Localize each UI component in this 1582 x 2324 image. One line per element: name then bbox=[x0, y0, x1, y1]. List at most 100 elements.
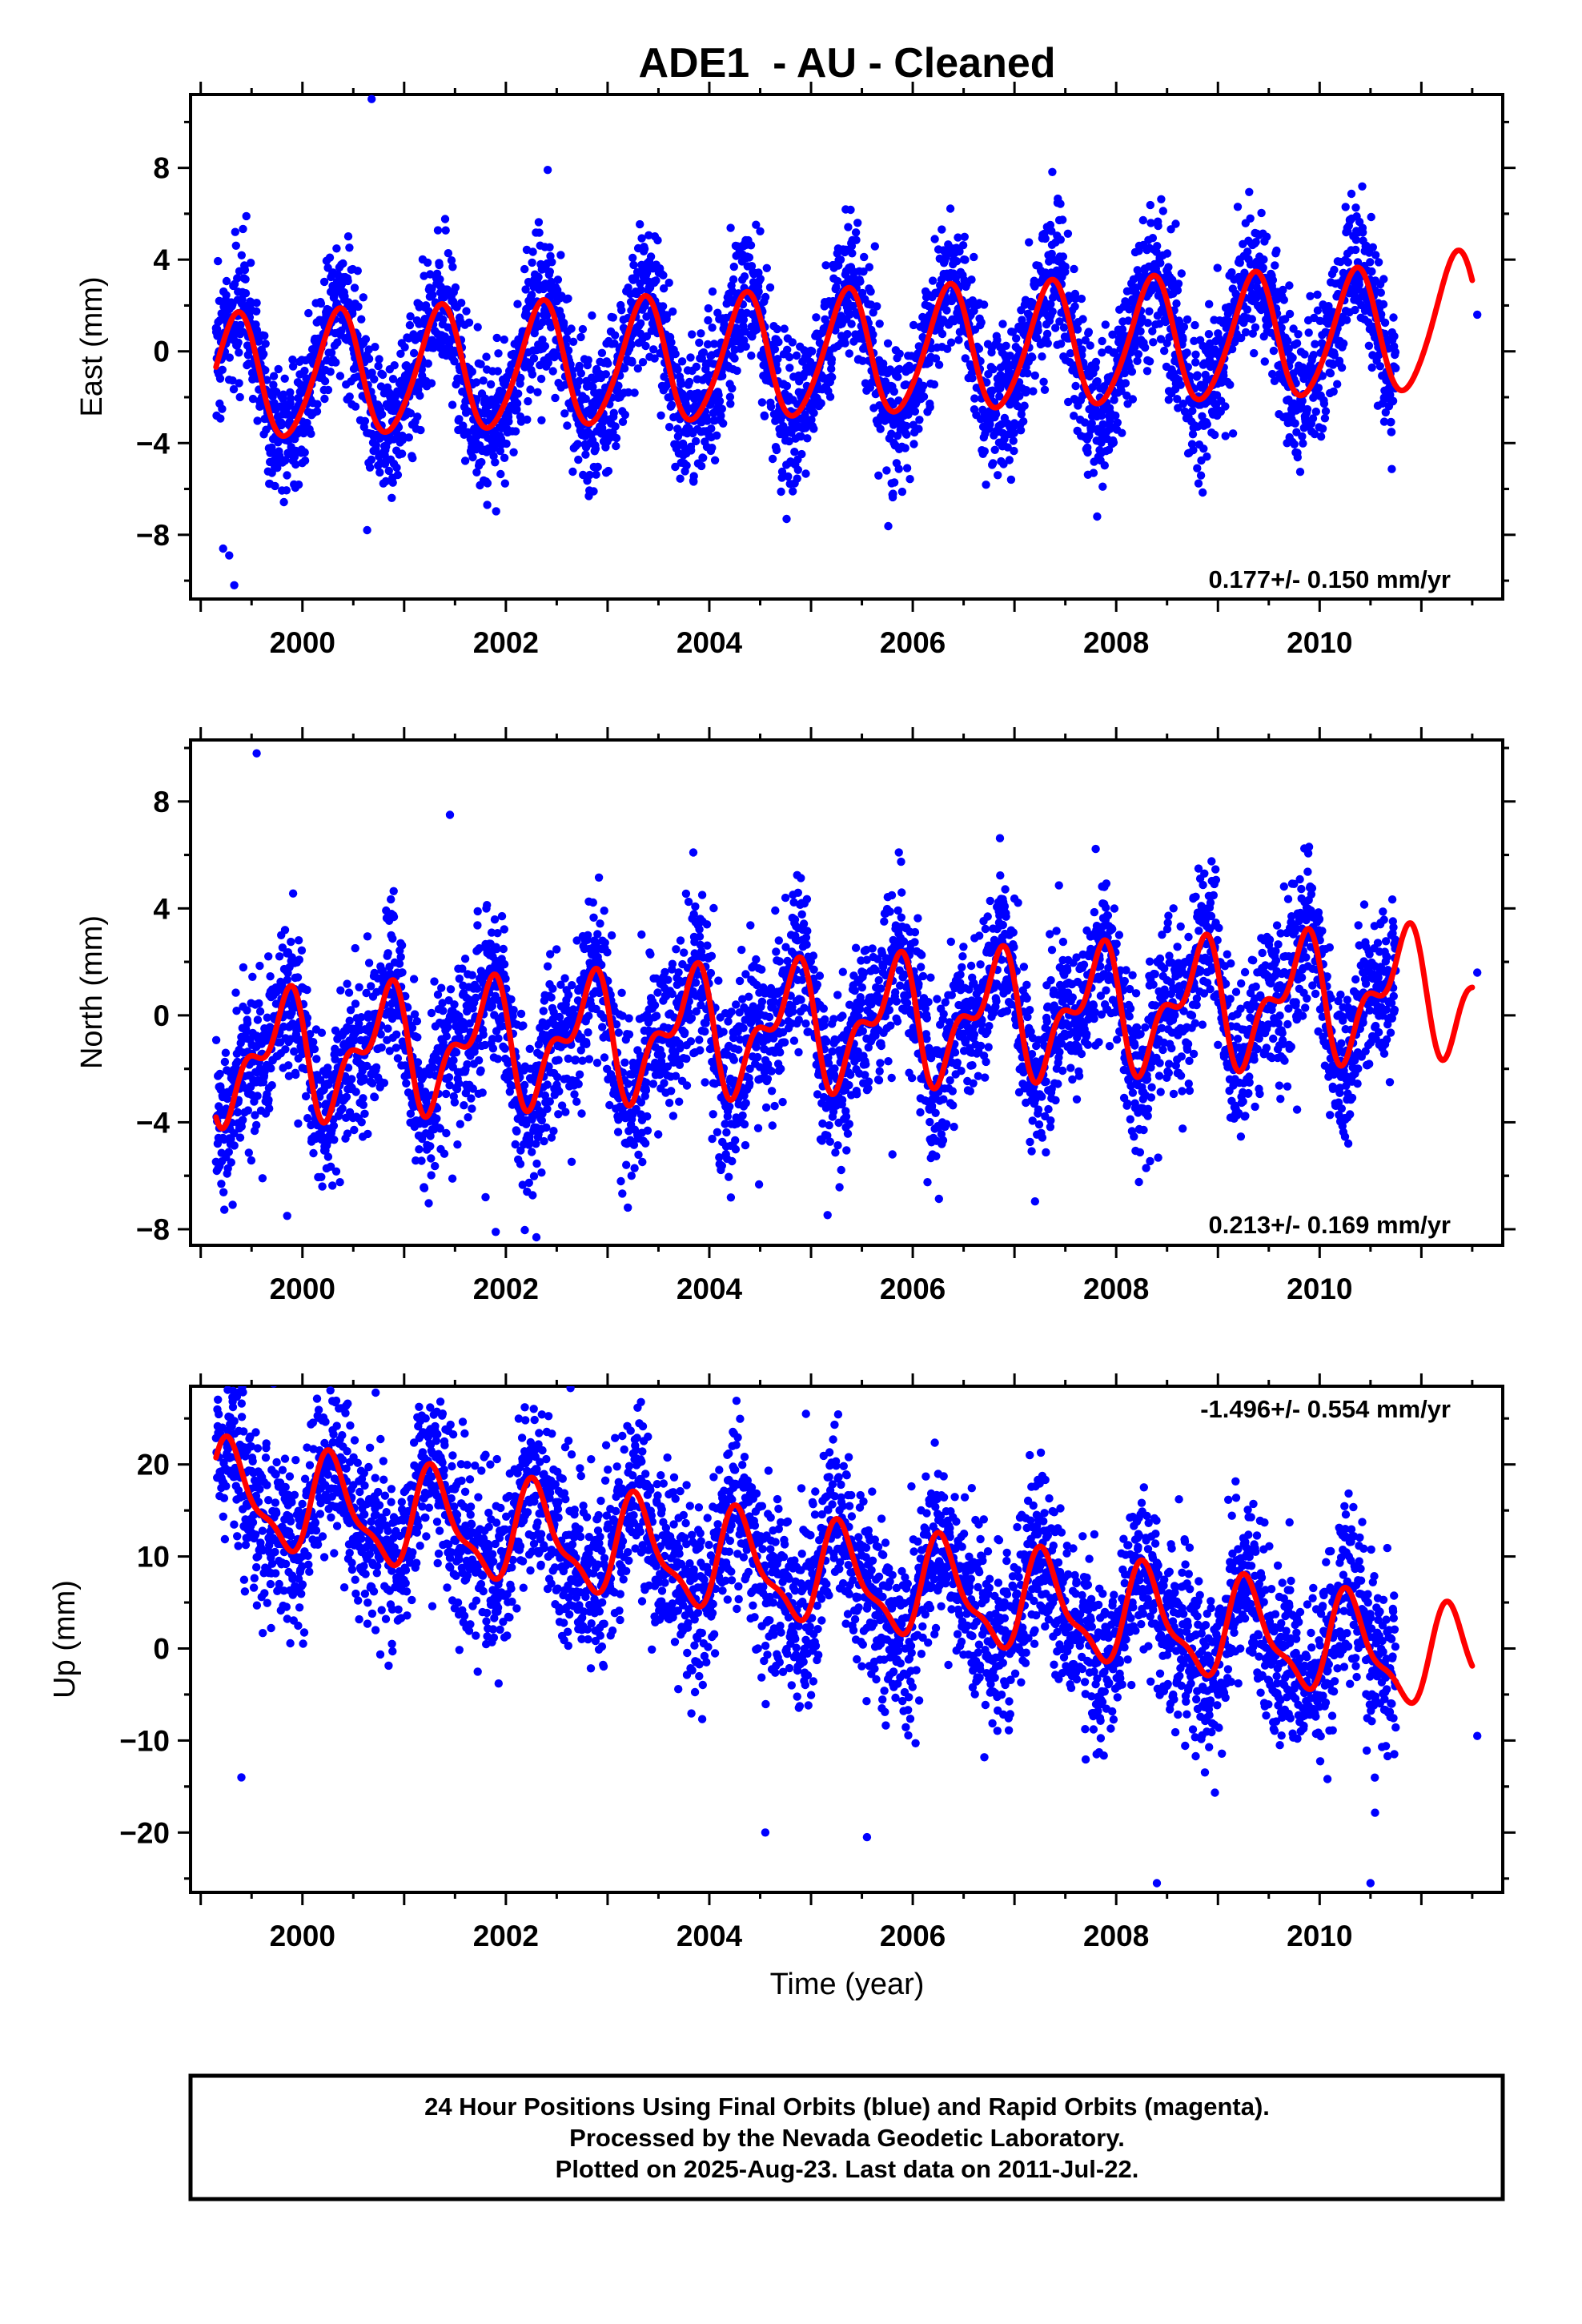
north-point bbox=[323, 1152, 333, 1161]
east-point bbox=[777, 467, 787, 476]
east-point bbox=[326, 368, 335, 376]
east-point bbox=[979, 300, 989, 309]
east-point bbox=[213, 324, 222, 334]
east-y-tick-label: −8 bbox=[136, 519, 170, 552]
east-point bbox=[704, 316, 713, 325]
east-point bbox=[528, 291, 536, 300]
east-point bbox=[1313, 290, 1322, 300]
east-point bbox=[384, 466, 393, 476]
east-point bbox=[1374, 258, 1383, 267]
east-point bbox=[316, 299, 326, 308]
east-point bbox=[215, 296, 224, 305]
east-point bbox=[665, 278, 673, 287]
east-point bbox=[646, 252, 656, 261]
east-point bbox=[416, 425, 425, 435]
east-point bbox=[841, 339, 849, 348]
east-point bbox=[492, 507, 500, 516]
north-point bbox=[343, 979, 351, 988]
east-point bbox=[511, 427, 520, 436]
east-point bbox=[1213, 263, 1222, 272]
east-point bbox=[1221, 402, 1230, 411]
east-point bbox=[793, 465, 802, 474]
east-point bbox=[659, 271, 668, 279]
east-point bbox=[1171, 219, 1180, 228]
north-point bbox=[338, 1104, 347, 1113]
east-point bbox=[1318, 424, 1327, 433]
east-point bbox=[581, 450, 590, 459]
east-point bbox=[1367, 363, 1376, 372]
east-point bbox=[673, 424, 682, 433]
east-point bbox=[1320, 414, 1330, 423]
east-point bbox=[236, 320, 245, 330]
north-point bbox=[239, 1116, 247, 1124]
east-point bbox=[1271, 261, 1279, 270]
east-point bbox=[300, 448, 309, 457]
east-point bbox=[468, 367, 476, 376]
north-point bbox=[275, 952, 284, 961]
east-point bbox=[797, 449, 806, 459]
north-point bbox=[449, 1055, 458, 1065]
north-point bbox=[255, 961, 264, 971]
east-point bbox=[1205, 300, 1214, 308]
east-point bbox=[1012, 334, 1021, 343]
east-point bbox=[1391, 364, 1400, 372]
east-point bbox=[1101, 320, 1110, 329]
east-point bbox=[709, 340, 719, 348]
east-point bbox=[1040, 385, 1050, 394]
east-point bbox=[320, 394, 329, 404]
east-point bbox=[1316, 432, 1326, 441]
east-point bbox=[548, 367, 557, 376]
east-point bbox=[1241, 328, 1251, 337]
north-point bbox=[243, 1106, 252, 1115]
east-point bbox=[529, 354, 539, 363]
east-point bbox=[428, 291, 437, 300]
east-point bbox=[875, 320, 884, 328]
east-point bbox=[943, 344, 952, 353]
north-point bbox=[295, 955, 303, 964]
east-point bbox=[1086, 341, 1094, 350]
east-point bbox=[1048, 167, 1057, 176]
east-point bbox=[548, 258, 556, 267]
east-point bbox=[304, 308, 313, 318]
east-point bbox=[1039, 377, 1048, 386]
east-point bbox=[263, 376, 271, 384]
east-point bbox=[669, 307, 677, 316]
east-point bbox=[707, 424, 716, 433]
east-point bbox=[884, 521, 893, 531]
east-point bbox=[248, 394, 258, 404]
east-point bbox=[766, 402, 776, 412]
east-point bbox=[376, 382, 386, 391]
east-point bbox=[252, 307, 261, 316]
east-point bbox=[357, 315, 366, 324]
east-point bbox=[252, 326, 262, 335]
east-point bbox=[1250, 348, 1259, 358]
east-point bbox=[780, 324, 789, 333]
east-point bbox=[852, 235, 861, 244]
east-rate-label: 0.177+/- 0.150 mm/yr bbox=[1209, 565, 1451, 593]
north-point bbox=[265, 1104, 274, 1113]
east-point bbox=[1019, 417, 1028, 426]
east-point bbox=[1343, 258, 1353, 267]
north-point bbox=[388, 934, 397, 943]
east-point bbox=[597, 348, 607, 357]
north-point bbox=[230, 1141, 239, 1150]
north-point bbox=[309, 1038, 318, 1047]
east-point bbox=[1176, 380, 1185, 389]
east-point bbox=[486, 380, 496, 389]
figure-title: ADE1 - AU - Cleaned bbox=[638, 40, 1055, 86]
east-point bbox=[409, 348, 419, 358]
east-point bbox=[785, 352, 794, 362]
east-point bbox=[1146, 219, 1155, 227]
east-point bbox=[847, 320, 856, 328]
east-point bbox=[889, 387, 899, 396]
east-point bbox=[1071, 381, 1080, 391]
east-point bbox=[1288, 353, 1297, 362]
east-point bbox=[1111, 411, 1120, 420]
east-point bbox=[1319, 399, 1329, 408]
east-point bbox=[1203, 452, 1211, 461]
east-point bbox=[1303, 404, 1312, 414]
east-point bbox=[361, 335, 371, 344]
north-point bbox=[468, 971, 476, 979]
north-point bbox=[221, 1048, 231, 1057]
